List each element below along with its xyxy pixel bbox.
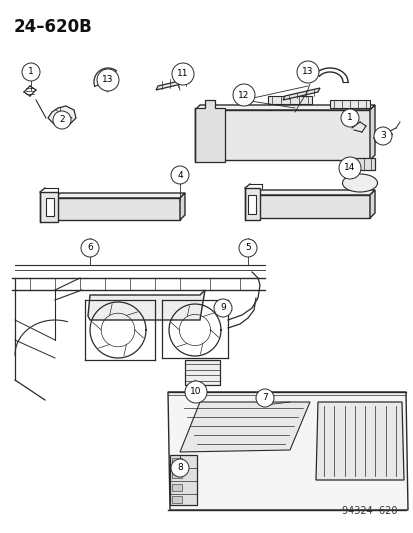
Polygon shape xyxy=(170,455,197,505)
Circle shape xyxy=(233,84,254,106)
Circle shape xyxy=(81,239,99,257)
Polygon shape xyxy=(195,105,374,110)
Circle shape xyxy=(238,239,256,257)
Polygon shape xyxy=(180,402,309,452)
Polygon shape xyxy=(195,110,369,160)
Text: 3: 3 xyxy=(379,132,385,141)
Polygon shape xyxy=(247,195,369,218)
Circle shape xyxy=(185,381,206,403)
Polygon shape xyxy=(329,100,369,108)
Bar xyxy=(171,458,182,465)
Polygon shape xyxy=(267,96,311,104)
Text: 11: 11 xyxy=(177,69,188,78)
Text: 14: 14 xyxy=(344,164,355,173)
Bar xyxy=(171,484,182,491)
Polygon shape xyxy=(247,195,255,214)
Polygon shape xyxy=(244,188,259,220)
Polygon shape xyxy=(55,193,185,198)
Circle shape xyxy=(340,109,358,127)
Text: 4: 4 xyxy=(177,171,183,180)
Polygon shape xyxy=(55,198,180,220)
Circle shape xyxy=(22,63,40,81)
Circle shape xyxy=(53,111,71,129)
Polygon shape xyxy=(180,193,185,220)
Circle shape xyxy=(312,71,318,77)
Polygon shape xyxy=(156,78,192,90)
Text: 1: 1 xyxy=(28,68,34,77)
Ellipse shape xyxy=(342,174,377,192)
Polygon shape xyxy=(88,290,204,320)
Circle shape xyxy=(214,299,231,317)
Polygon shape xyxy=(344,158,374,170)
Polygon shape xyxy=(168,392,407,510)
Text: 24–620B: 24–620B xyxy=(14,18,93,36)
Circle shape xyxy=(171,459,189,477)
Circle shape xyxy=(296,61,318,83)
Text: 10: 10 xyxy=(190,387,201,397)
Polygon shape xyxy=(185,360,219,385)
Polygon shape xyxy=(282,88,319,100)
Bar xyxy=(171,496,182,503)
Polygon shape xyxy=(247,190,374,195)
Polygon shape xyxy=(46,198,54,216)
Circle shape xyxy=(338,157,360,179)
Circle shape xyxy=(171,166,189,184)
Text: 13: 13 xyxy=(301,68,313,77)
Text: 1: 1 xyxy=(346,114,352,123)
Text: 5: 5 xyxy=(244,244,250,253)
Text: 7: 7 xyxy=(261,393,267,402)
Circle shape xyxy=(97,69,119,91)
Text: 9: 9 xyxy=(220,303,225,312)
Polygon shape xyxy=(48,106,76,126)
Bar xyxy=(171,471,182,478)
Text: 2: 2 xyxy=(59,116,65,125)
Circle shape xyxy=(171,63,194,85)
Text: 6: 6 xyxy=(87,244,93,253)
Polygon shape xyxy=(369,190,374,218)
Polygon shape xyxy=(195,100,224,162)
Text: 13: 13 xyxy=(102,76,114,85)
Circle shape xyxy=(373,127,391,145)
Polygon shape xyxy=(369,105,374,160)
Circle shape xyxy=(255,389,273,407)
Text: 94324  620: 94324 620 xyxy=(342,506,397,516)
Text: 8: 8 xyxy=(177,464,183,472)
Text: 12: 12 xyxy=(238,91,249,100)
Polygon shape xyxy=(315,402,403,480)
Polygon shape xyxy=(40,192,58,222)
